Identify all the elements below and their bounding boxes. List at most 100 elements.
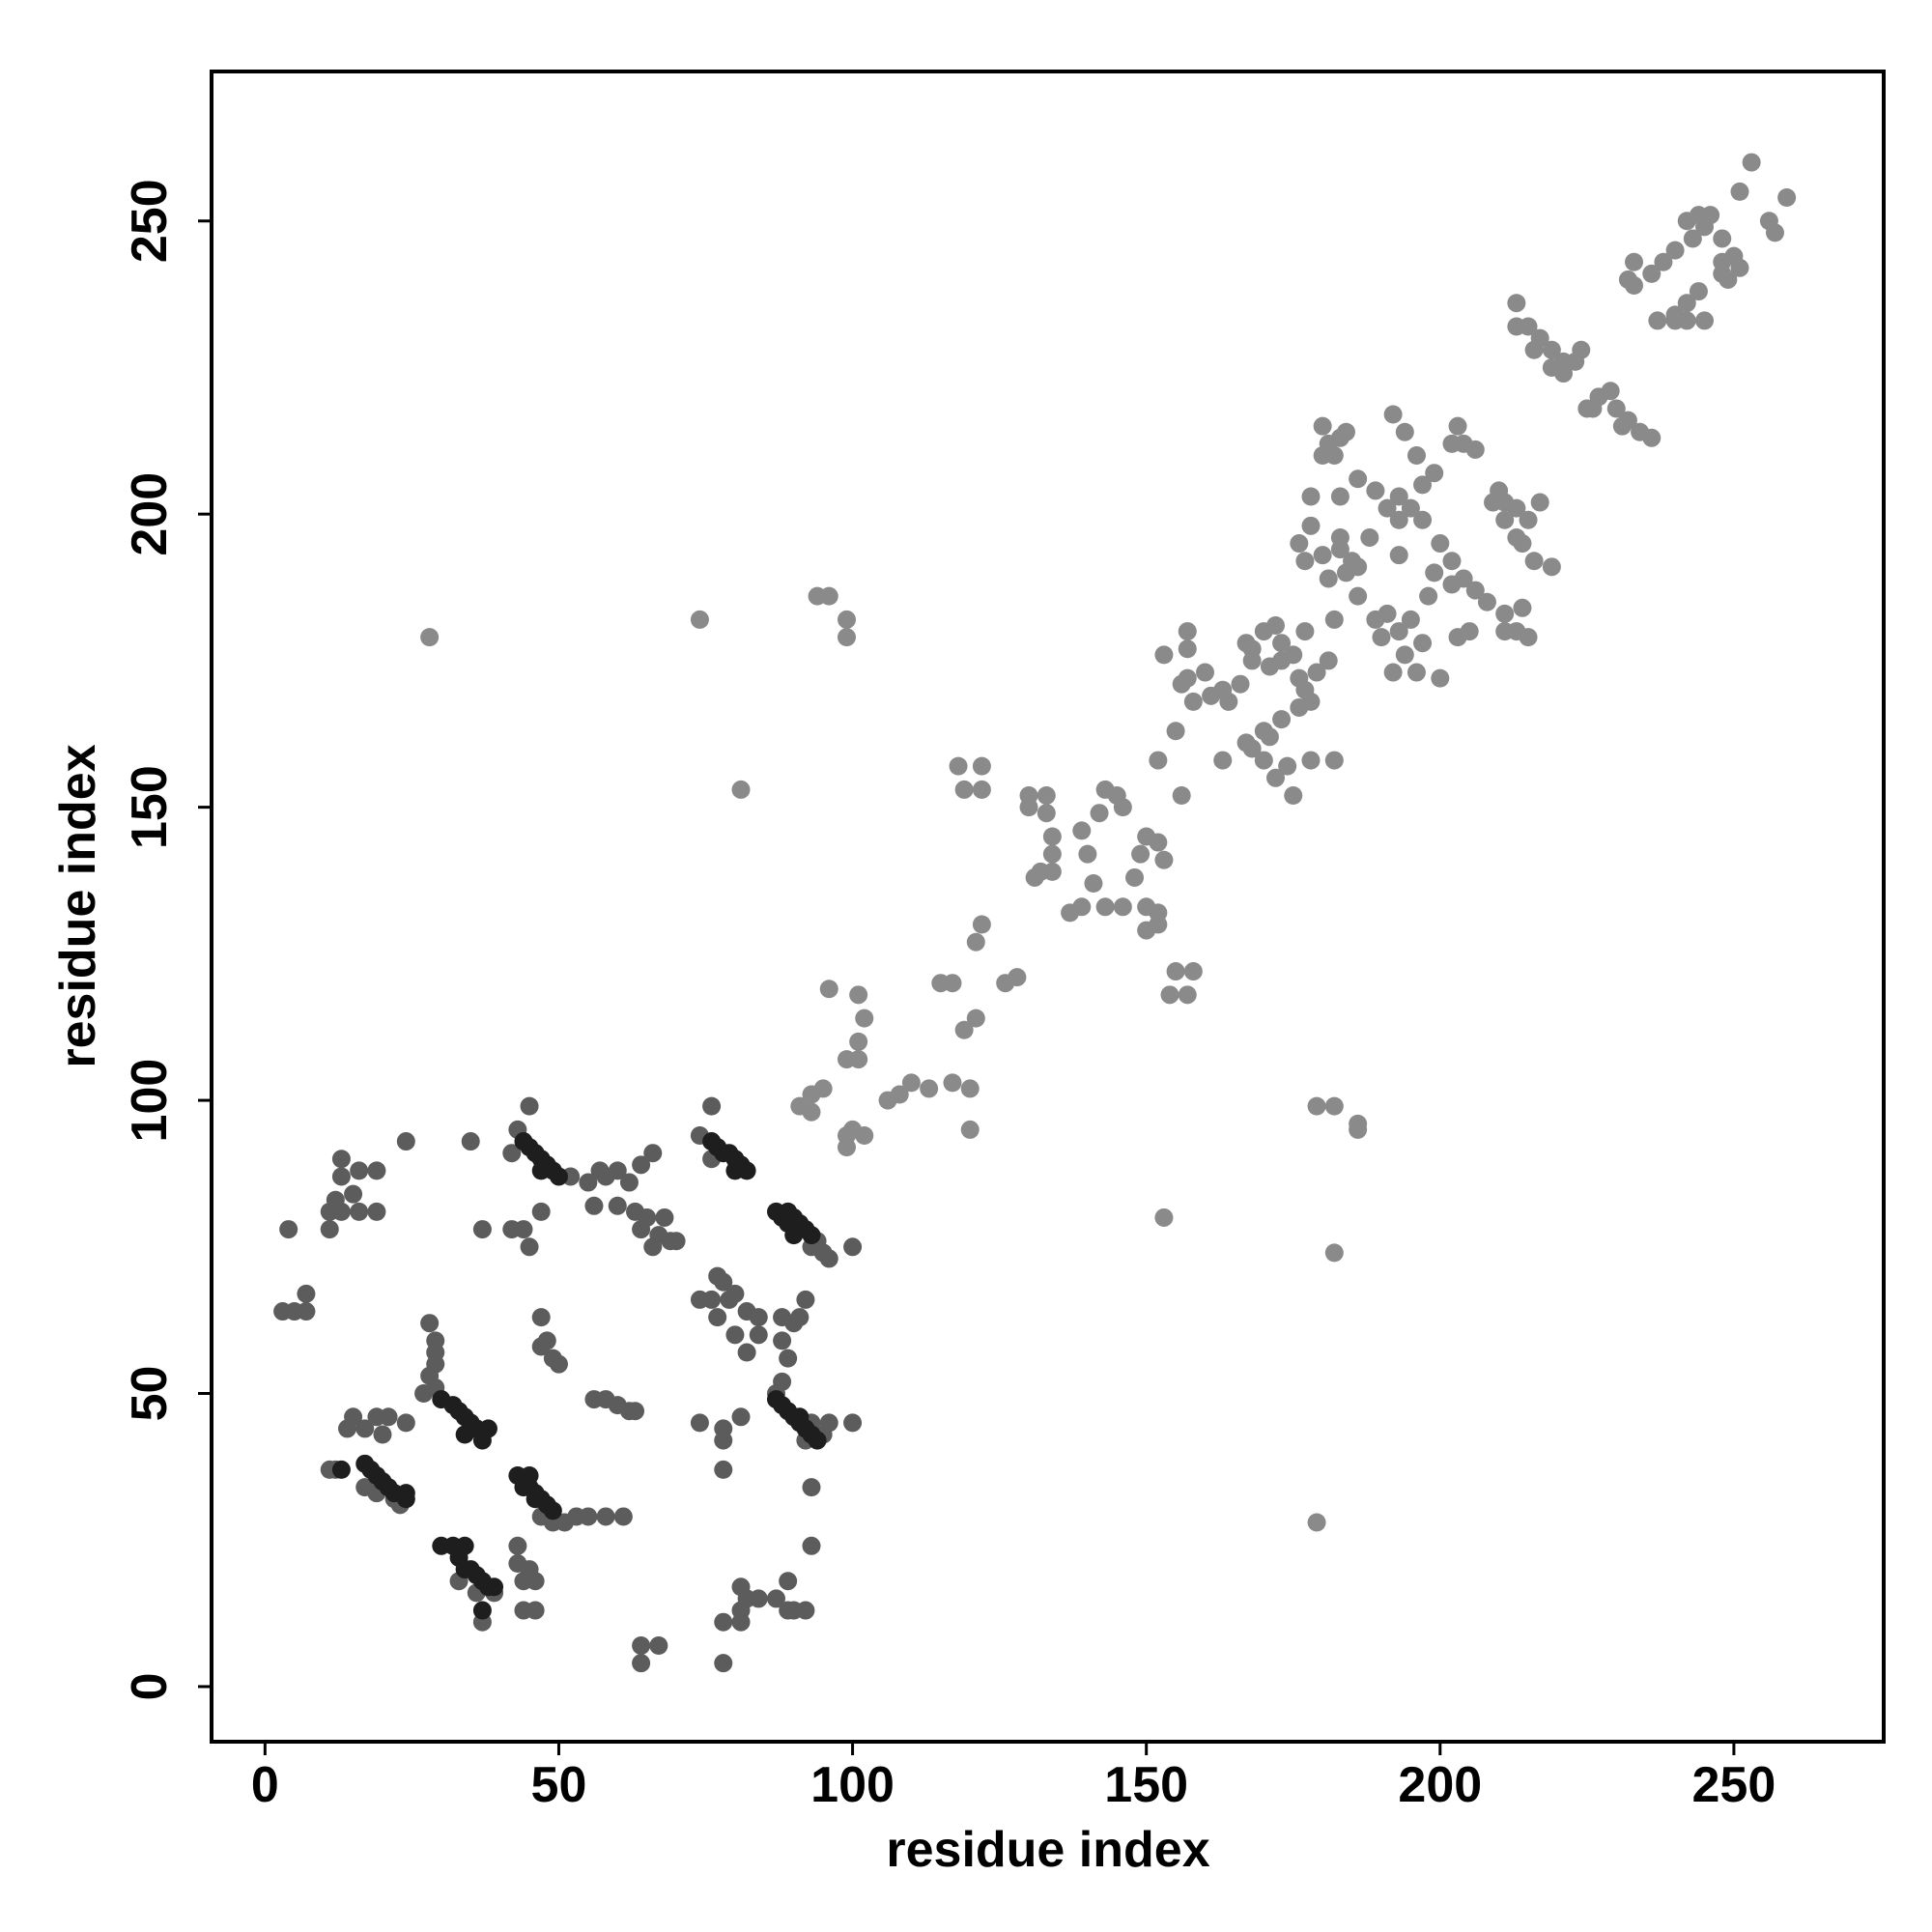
point (802, 1478, 821, 1497)
point (1713, 229, 1732, 248)
point (837, 628, 856, 647)
point (367, 1202, 386, 1221)
point (1495, 622, 1515, 641)
point (1037, 785, 1056, 805)
point (526, 1490, 545, 1509)
point (472, 1601, 492, 1620)
point (485, 1577, 504, 1597)
point (1149, 903, 1168, 923)
point (749, 1308, 768, 1327)
point (1301, 487, 1321, 506)
point (1366, 610, 1385, 629)
point (837, 1138, 856, 1157)
point (1642, 264, 1662, 283)
point (1072, 821, 1092, 840)
point (331, 1150, 351, 1169)
point (731, 1407, 751, 1427)
point (943, 1073, 962, 1093)
x-tick-label: 150 (1104, 1757, 1188, 1813)
x-axis-label: residue index (886, 1822, 1209, 1878)
point (960, 1120, 980, 1139)
y-tick-label: 0 (122, 1672, 178, 1700)
point (632, 1654, 651, 1673)
point (1742, 153, 1761, 172)
point (1395, 645, 1414, 665)
point (1713, 264, 1732, 283)
point (1160, 985, 1179, 1005)
point (1324, 610, 1344, 629)
point (1413, 510, 1433, 529)
point (643, 1237, 663, 1257)
point (843, 1237, 863, 1257)
point (849, 1050, 868, 1069)
point (849, 985, 868, 1005)
point (954, 780, 974, 799)
point (1542, 557, 1561, 577)
point (526, 1601, 545, 1620)
point (1307, 663, 1326, 682)
point (731, 780, 751, 799)
point (1330, 487, 1350, 506)
point (796, 1601, 815, 1620)
point (1349, 586, 1368, 606)
plot-frame (210, 70, 1886, 1744)
point (531, 1161, 551, 1180)
point (796, 1290, 815, 1309)
point (1572, 340, 1591, 359)
point (708, 1308, 727, 1327)
point (461, 1132, 480, 1151)
y-tick-label: 100 (122, 1059, 178, 1143)
point (1284, 785, 1303, 805)
point (949, 756, 968, 776)
point (714, 1272, 733, 1292)
point (1378, 498, 1397, 518)
point (543, 1349, 562, 1368)
point (773, 1331, 792, 1350)
point (1383, 405, 1403, 424)
point (1349, 1120, 1368, 1139)
point (1389, 510, 1408, 529)
point (596, 1507, 615, 1526)
point (690, 610, 709, 629)
point (632, 1220, 651, 1239)
point (1301, 516, 1321, 535)
point (1166, 962, 1185, 981)
point (1131, 844, 1151, 864)
point (367, 1161, 386, 1180)
point (1265, 768, 1285, 787)
point (1519, 317, 1538, 336)
point (1425, 464, 1444, 483)
point (878, 1091, 897, 1110)
point (1413, 475, 1433, 495)
point (297, 1302, 316, 1321)
point (396, 1413, 415, 1433)
point (355, 1419, 375, 1438)
point (455, 1425, 474, 1444)
point (1431, 668, 1450, 688)
x-tick-label: 100 (810, 1757, 895, 1813)
point (297, 1284, 316, 1303)
point (1730, 182, 1749, 201)
x-tick-label: 250 (1692, 1757, 1776, 1813)
point (1324, 1096, 1344, 1116)
point (1730, 258, 1749, 277)
point (1113, 897, 1132, 917)
point (1383, 663, 1403, 682)
point (667, 1232, 686, 1251)
point (579, 1507, 598, 1526)
point (1765, 223, 1784, 242)
point (1172, 785, 1191, 805)
point (802, 1536, 821, 1555)
point (1366, 481, 1385, 500)
point (1401, 610, 1420, 629)
point (1078, 844, 1097, 864)
point (1154, 850, 1174, 869)
point (373, 1425, 392, 1444)
point (1025, 867, 1044, 887)
point (1442, 552, 1462, 571)
point (1084, 874, 1103, 894)
point (1324, 751, 1344, 770)
point (531, 1308, 551, 1327)
